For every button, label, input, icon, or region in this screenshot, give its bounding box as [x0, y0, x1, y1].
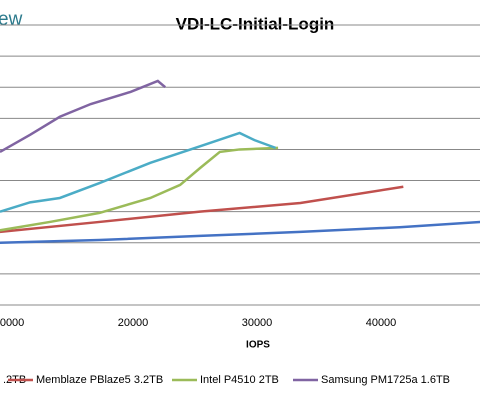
legend-label: Memblaze PBlaze5 3.2TB [36, 374, 163, 386]
series-line [0, 185, 404, 234]
legend-label: Intel P4510 2TB [200, 374, 279, 386]
series-line [0, 79, 167, 154]
chart-title: VDI-LC-Initial-Login [176, 14, 335, 33]
x-axis-label: IOPS [246, 340, 270, 351]
legend-label: Samsung PM1725a 1.6TB [321, 374, 450, 386]
x-tick-label: 10000 [0, 317, 24, 329]
x-tick-label: 30000 [242, 317, 273, 329]
series-line [0, 131, 277, 213]
series-line [0, 220, 480, 245]
x-tick-label: 40000 [366, 317, 397, 329]
series-line [0, 146, 279, 232]
logo: ew [0, 9, 23, 30]
x-tick-label: 20000 [118, 317, 149, 329]
